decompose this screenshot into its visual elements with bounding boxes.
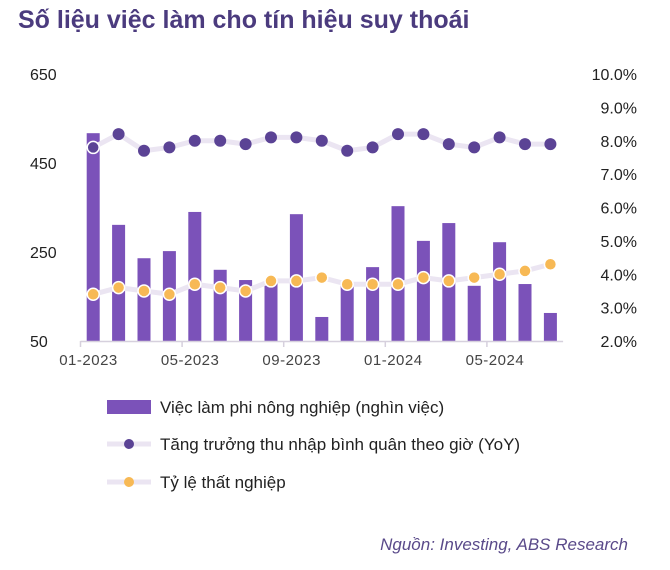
- unemployment-point: [442, 274, 456, 288]
- x-tick-label: 05-2023: [161, 352, 220, 369]
- wage-growth-point: [138, 144, 150, 157]
- unemployment-point: [543, 257, 558, 271]
- chart-title: Số liệu việc làm cho tín hiệu suy thoái: [18, 6, 470, 34]
- wage-growth-point: [86, 140, 100, 155]
- wage-growth-point: [214, 134, 227, 147]
- wage-growth-point: [163, 141, 176, 154]
- y-right-tick-label: 2.0%: [601, 334, 637, 351]
- unemployment-point: [492, 267, 507, 281]
- bar: [467, 285, 481, 341]
- x-tick-label: 01-2023: [59, 352, 118, 369]
- bar: [188, 211, 202, 341]
- legend-label: Tỷ lệ thất nghiệp: [160, 473, 286, 492]
- wage-growth-point: [519, 138, 531, 151]
- wage-growth-point: [544, 138, 557, 151]
- wage-growth-point: [493, 131, 506, 144]
- bar: [264, 283, 278, 341]
- unemployment-point: [315, 270, 329, 285]
- bar: [213, 269, 227, 341]
- x-tick-label: 09-2023: [262, 352, 321, 369]
- bar: [543, 312, 557, 341]
- unemployment-point: [86, 287, 100, 302]
- bar: [518, 284, 532, 341]
- unemployment-point: [289, 274, 304, 288]
- legend-marker: [124, 439, 134, 449]
- wage-growth-point: [442, 138, 455, 151]
- y-right-tick-label: 10.0%: [592, 67, 637, 84]
- y-right-tick-label: 9.0%: [601, 100, 637, 117]
- wage-growth-point: [315, 134, 328, 147]
- y-right-tick-label: 3.0%: [601, 301, 637, 318]
- wage-growth-point: [265, 131, 277, 144]
- unemployment-point: [264, 274, 278, 288]
- x-tick-label: 01-2024: [364, 352, 423, 369]
- wage-growth-point: [112, 128, 125, 141]
- wage-growth-point: [468, 141, 481, 154]
- unemployment-point: [238, 284, 253, 298]
- wage-growth-point: [188, 134, 201, 147]
- y-right-tick-label: 7.0%: [601, 167, 637, 184]
- bar: [416, 240, 430, 341]
- wage-growth-point: [239, 138, 252, 151]
- unemployment-point: [188, 277, 202, 292]
- wage-growth-point: [417, 128, 430, 141]
- bar: [493, 242, 507, 341]
- x-tick-label: 05-2024: [466, 352, 525, 369]
- bar: [391, 206, 405, 341]
- y-left-tick-label: 50: [30, 334, 48, 351]
- y-right-tick-label: 4.0%: [601, 267, 637, 284]
- unemployment-point: [391, 277, 405, 292]
- bar: [315, 316, 329, 341]
- unemployment-point: [518, 264, 532, 278]
- source-note: Nguồn: Investing, ABS Research: [380, 535, 628, 554]
- y-right-tick-label: 6.0%: [601, 201, 637, 218]
- bar: [86, 133, 100, 341]
- unemployment-point: [365, 277, 380, 292]
- y-left-tick-label: 450: [30, 156, 57, 173]
- y-left-tick-label: 250: [30, 245, 57, 262]
- unemployment-point: [416, 270, 431, 285]
- legend-label: Tăng trưởng thu nhập bình quân theo giờ …: [160, 435, 520, 454]
- legend-label: Việc làm phi nông nghiệp (nghìn việc): [160, 398, 444, 417]
- wage-growth-point: [366, 141, 379, 154]
- unemployment-point: [213, 280, 227, 295]
- bar: [137, 258, 151, 341]
- unemployment-point: [467, 270, 481, 285]
- y-right-tick-label: 5.0%: [601, 234, 637, 251]
- unemployment-point: [162, 287, 177, 302]
- unemployment-point: [340, 277, 354, 292]
- y-left-tick-label: 650: [30, 67, 57, 84]
- legend-bar-swatch: [107, 400, 151, 414]
- bar: [340, 284, 354, 341]
- unemployment-point: [111, 280, 126, 295]
- legend-marker: [124, 477, 134, 487]
- wage-growth-point: [341, 144, 354, 157]
- wage-growth-point: [392, 128, 404, 141]
- wage-growth-point: [290, 131, 303, 144]
- y-right-tick-label: 8.0%: [601, 134, 637, 151]
- unemployment-point: [137, 284, 151, 298]
